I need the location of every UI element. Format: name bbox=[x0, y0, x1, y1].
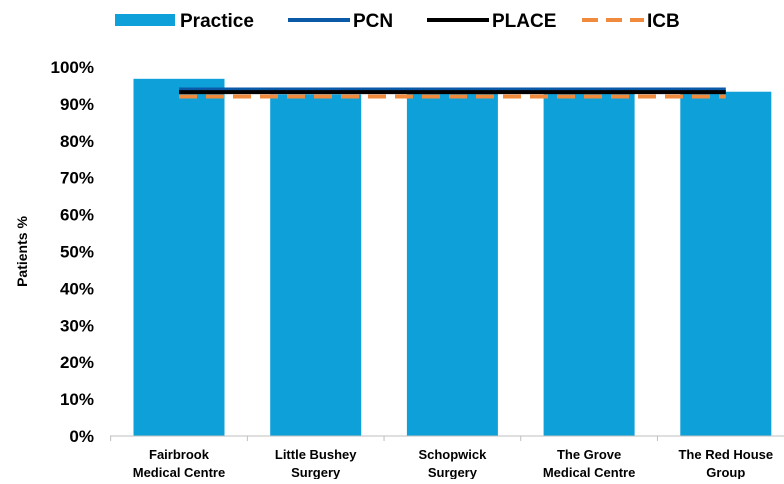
bar-2 bbox=[270, 94, 362, 436]
legend-label-place: PLACE bbox=[492, 11, 556, 32]
legend-swatch-practice bbox=[115, 14, 175, 26]
y-tick-label: 80% bbox=[60, 132, 94, 151]
x-tick-label: The Grove bbox=[557, 447, 621, 462]
x-tick-label: Little Bushey bbox=[275, 447, 357, 462]
bar-1 bbox=[133, 78, 225, 437]
x-tick-label: Medical Centre bbox=[543, 465, 635, 479]
y-tick-label: 30% bbox=[60, 316, 94, 335]
x-tick-label: Surgery bbox=[291, 465, 341, 479]
bar-3 bbox=[406, 92, 498, 436]
y-tick-label: 50% bbox=[60, 243, 94, 262]
x-tick-label: Surgery bbox=[428, 465, 478, 479]
y-tick-label: 10% bbox=[60, 390, 94, 409]
y-tick-label: 100% bbox=[51, 58, 94, 77]
x-tick-label: Group bbox=[706, 465, 745, 479]
x-tick-label: Fairbrook bbox=[149, 447, 210, 462]
y-tick-label: 0% bbox=[69, 427, 94, 446]
bar-5 bbox=[680, 91, 772, 437]
y-tick-label: 20% bbox=[60, 353, 94, 372]
legend-label-icb: ICB bbox=[647, 11, 680, 32]
y-tick-label: 40% bbox=[60, 279, 94, 298]
y-tick-label: 60% bbox=[60, 206, 94, 225]
bar-4 bbox=[543, 93, 635, 437]
y-tick-label: 70% bbox=[60, 169, 94, 188]
y-axis-label: Patients % bbox=[14, 216, 30, 287]
legend-label-practice: Practice bbox=[180, 11, 254, 32]
x-tick-label: The Red House bbox=[678, 447, 773, 462]
x-tick-label: Medical Centre bbox=[133, 465, 225, 479]
y-tick-label: 90% bbox=[60, 95, 94, 114]
legend-label-pcn: PCN bbox=[353, 11, 393, 32]
x-tick-label: Schopwick bbox=[418, 447, 487, 462]
